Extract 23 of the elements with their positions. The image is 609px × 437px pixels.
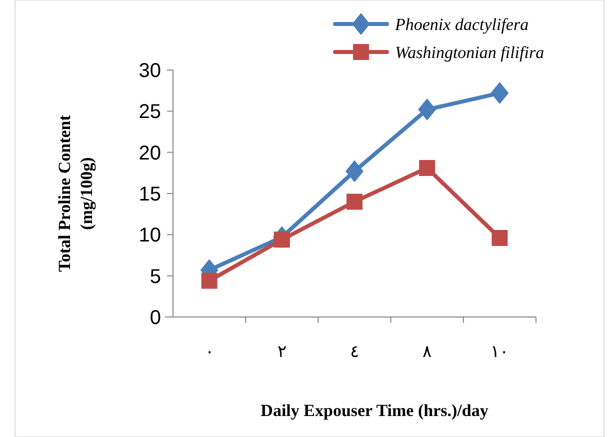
y-tick-label: 15 [138, 184, 161, 206]
point [418, 98, 436, 121]
point [492, 230, 508, 246]
x-tick-label: ٠ [204, 342, 214, 361]
x-tick-label: ١٠ [490, 342, 509, 361]
y-tick-label: 10 [138, 224, 161, 247]
x-tick-label: ٢ [277, 342, 286, 361]
x-tick-label: ٨ [422, 342, 432, 361]
y-tick-label: 25 [138, 101, 161, 124]
y-tick-label: 5 [150, 266, 161, 288]
legend-label: Phoenix dactylifera [394, 14, 529, 34]
y-tick-label: 30 [138, 60, 161, 82]
legend-label: Washingtonian filifira [395, 42, 544, 62]
point [346, 194, 362, 210]
x-axis-title: Daily Expouser Time (hrs.)/day [260, 401, 489, 420]
point [419, 160, 436, 176]
point [346, 160, 364, 182]
y-tick-label: 20 [138, 142, 161, 164]
y-tick-label: 0 [150, 307, 161, 329]
x-tick-label: ٤ [350, 342, 359, 361]
point [201, 272, 218, 289]
y-axis-title: Total Proline Content (mg/100g) [55, 114, 96, 272]
point [490, 82, 509, 104]
